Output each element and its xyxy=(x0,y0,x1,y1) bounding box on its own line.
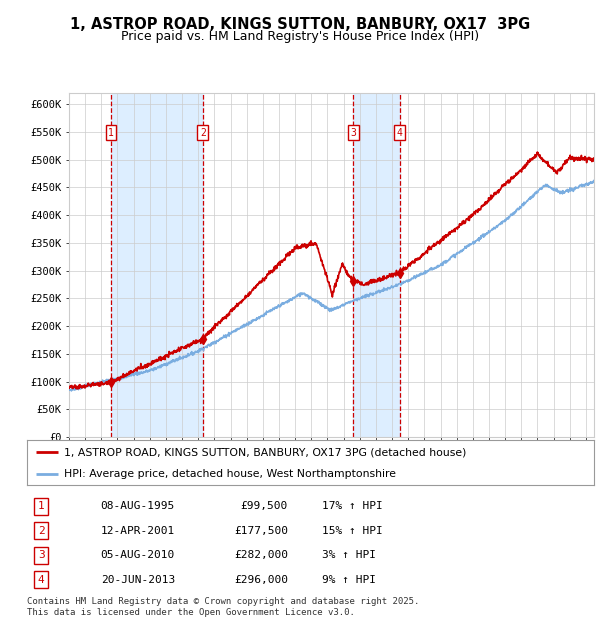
Text: Price paid vs. HM Land Registry's House Price Index (HPI): Price paid vs. HM Land Registry's House … xyxy=(121,30,479,43)
Text: £296,000: £296,000 xyxy=(234,575,288,585)
Text: 1, ASTROP ROAD, KINGS SUTTON, BANBURY, OX17  3PG: 1, ASTROP ROAD, KINGS SUTTON, BANBURY, O… xyxy=(70,17,530,32)
Text: 3: 3 xyxy=(350,128,356,138)
Text: HPI: Average price, detached house, West Northamptonshire: HPI: Average price, detached house, West… xyxy=(64,469,396,479)
Text: 1: 1 xyxy=(38,501,44,511)
Text: 9% ↑ HPI: 9% ↑ HPI xyxy=(322,575,376,585)
Text: £99,500: £99,500 xyxy=(241,501,288,511)
Text: £177,500: £177,500 xyxy=(234,526,288,536)
Text: 2: 2 xyxy=(200,128,206,138)
Text: 15% ↑ HPI: 15% ↑ HPI xyxy=(322,526,383,536)
Text: 17% ↑ HPI: 17% ↑ HPI xyxy=(322,501,383,511)
Text: 12-APR-2001: 12-APR-2001 xyxy=(101,526,175,536)
Bar xyxy=(353,93,400,437)
Text: £282,000: £282,000 xyxy=(234,551,288,560)
Text: 4: 4 xyxy=(397,128,403,138)
Text: 05-AUG-2010: 05-AUG-2010 xyxy=(101,551,175,560)
Text: 4: 4 xyxy=(38,575,44,585)
Bar xyxy=(111,93,203,437)
Text: 3% ↑ HPI: 3% ↑ HPI xyxy=(322,551,376,560)
Text: 2: 2 xyxy=(38,526,44,536)
Text: 08-AUG-1995: 08-AUG-1995 xyxy=(101,501,175,511)
Text: 1, ASTROP ROAD, KINGS SUTTON, BANBURY, OX17 3PG (detached house): 1, ASTROP ROAD, KINGS SUTTON, BANBURY, O… xyxy=(64,447,466,458)
Text: 20-JUN-2013: 20-JUN-2013 xyxy=(101,575,175,585)
Text: 1: 1 xyxy=(108,128,114,138)
Text: Contains HM Land Registry data © Crown copyright and database right 2025.
This d: Contains HM Land Registry data © Crown c… xyxy=(27,598,419,617)
Text: 3: 3 xyxy=(38,551,44,560)
